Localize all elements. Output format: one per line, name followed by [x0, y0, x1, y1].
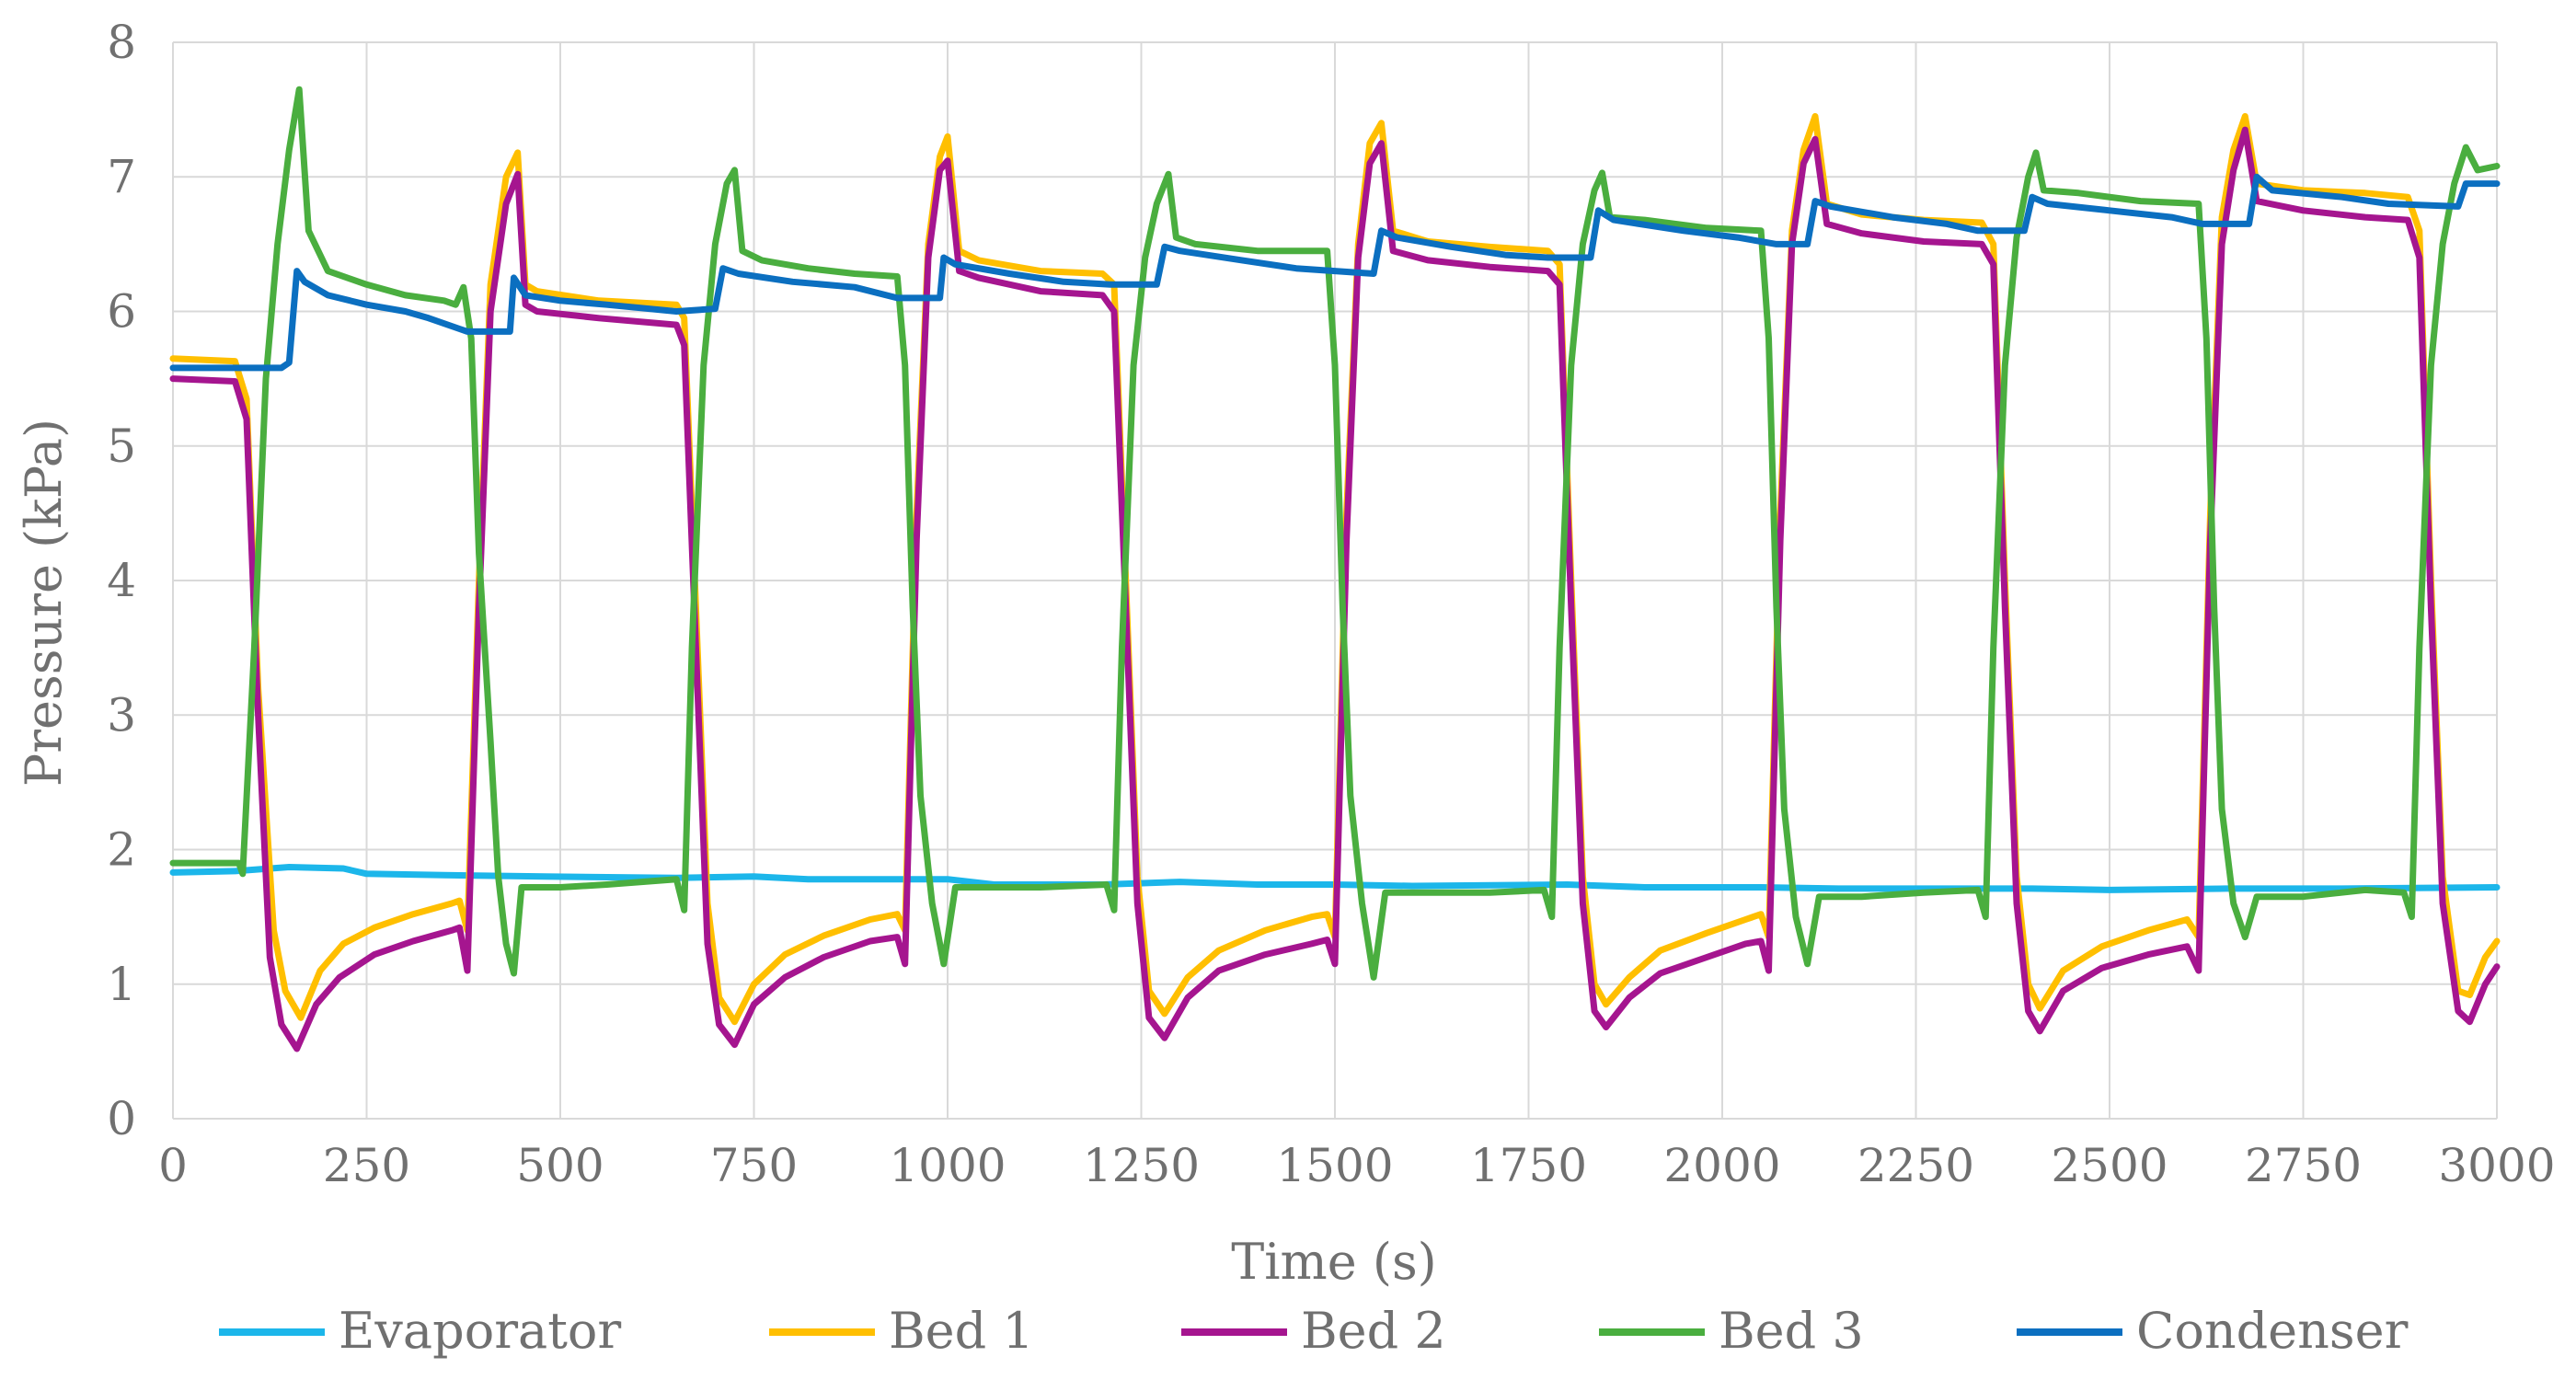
legend-label: Condenser	[2136, 1302, 2409, 1360]
x-axis-title: Time (s)	[1231, 1233, 1436, 1291]
y-tick-label: 3	[107, 688, 136, 741]
x-tick-label: 0	[158, 1139, 188, 1192]
y-axis-title: Pressure (kPa)	[15, 419, 73, 787]
series-line-condenser	[169, 173, 2501, 372]
x-tick-label: 250	[323, 1139, 410, 1192]
x-tick-label: 2250	[1857, 1139, 1974, 1192]
y-tick-label: 8	[107, 16, 136, 69]
x-tick-label: 2500	[2051, 1139, 2168, 1192]
legend-item-bed-1: Bed 1	[769, 1302, 1034, 1360]
legend-item-bed-2: Bed 2	[1181, 1302, 1446, 1360]
x-tick-label: 1000	[889, 1139, 1006, 1192]
tick-labels: 0 1 2 3 4 5 6 7 8 0 250 500 750 1000 1250 1500 1750 2000 2…	[107, 16, 2555, 1192]
legend-label: Evaporator	[339, 1302, 621, 1360]
series-line-bed-3	[169, 86, 2501, 981]
x-tick-label: 750	[710, 1139, 798, 1192]
legend-label: Bed 2	[1301, 1302, 1446, 1360]
legend-label: Bed 3	[1719, 1302, 1864, 1360]
y-tick-label: 2	[107, 823, 136, 877]
legend: Evaporator Bed 1 Bed 2 Bed 3 Condenser	[219, 1302, 2409, 1360]
legend-item-evaporator: Evaporator	[219, 1302, 621, 1360]
x-tick-label: 500	[516, 1139, 604, 1192]
y-tick-label: 6	[107, 285, 136, 339]
legend-item-bed-3: Bed 3	[1599, 1302, 1864, 1360]
x-tick-label: 1500	[1276, 1139, 1393, 1192]
y-tick-label: 1	[107, 958, 136, 1011]
x-tick-label: 3000	[2438, 1139, 2555, 1192]
x-tick-label: 2750	[2245, 1139, 2362, 1192]
series-line-bed-2	[169, 126, 2501, 1052]
x-tick-label: 1250	[1083, 1139, 1200, 1192]
y-tick-label: 4	[107, 554, 136, 607]
series-line-evaporator	[169, 864, 2501, 893]
x-tick-label: 1750	[1470, 1139, 1587, 1192]
y-tick-label: 0	[107, 1092, 136, 1145]
plot-area	[169, 86, 2501, 1052]
x-tick-label: 2000	[1663, 1139, 1780, 1192]
y-tick-label: 7	[107, 150, 136, 203]
y-tick-label: 5	[107, 420, 136, 473]
legend-label: Bed 1	[889, 1302, 1034, 1360]
legend-item-condenser: Condenser	[2017, 1302, 2409, 1360]
